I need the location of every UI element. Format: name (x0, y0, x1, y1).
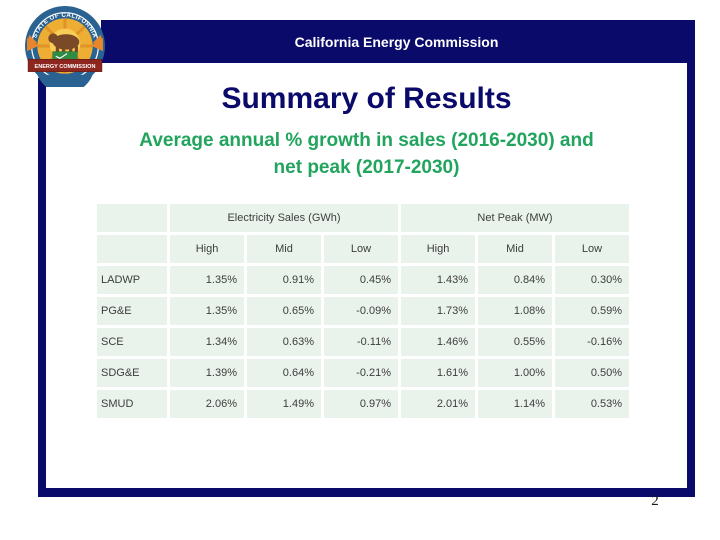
value-cell: 0.84% (478, 266, 553, 294)
row-label-cell: LADWP (97, 266, 167, 294)
value-cell: 1.14% (478, 390, 553, 418)
value-cell: 1.39% (170, 359, 244, 387)
column-header-cell: High (170, 235, 244, 263)
row-label-cell: SDG&E (97, 359, 167, 387)
table-row: SCE 1.34% 0.63% -0.11% 1.46% 0.55% -0.16% (97, 328, 630, 356)
table-row: SMUD 2.06% 1.49% 0.97% 2.01% 1.14% 0.53% (97, 390, 630, 418)
row-label-cell: SCE (97, 328, 167, 356)
value-cell: 0.64% (247, 359, 321, 387)
value-cell: 0.55% (478, 328, 553, 356)
value-cell: -0.09% (324, 297, 399, 325)
value-cell: 1.43% (401, 266, 476, 294)
value-cell: 1.61% (401, 359, 476, 387)
ribbon-banner (27, 59, 103, 72)
value-cell: 1.46% (401, 328, 476, 356)
row-label-cell: PG&E (97, 297, 167, 325)
frame-left-border (38, 78, 46, 497)
value-cell: 1.35% (170, 297, 244, 325)
subtitle-line-2: net peak (2017-2030) (273, 157, 460, 178)
column-header-cell: Mid (247, 235, 321, 263)
value-cell: -0.16% (555, 328, 630, 356)
value-cell: -0.11% (324, 328, 399, 356)
header-banner: California Energy Commission (101, 20, 692, 63)
table-corner-cell (97, 235, 167, 263)
value-cell: 1.00% (478, 359, 553, 387)
group-header-row: Electricity Sales (GWh) Net Peak (MW) (97, 204, 630, 232)
bear-icon (48, 33, 80, 53)
results-table: Electricity Sales (GWh) Net Peak (MW) High… (94, 201, 632, 421)
column-header-cell: Low (324, 235, 399, 263)
group-header-cell: Net Peak (MW) (401, 204, 630, 232)
value-cell: 1.34% (170, 328, 244, 356)
table-corner-cell (97, 204, 167, 232)
table-row: SDG&E 1.39% 0.64% -0.21% 1.61% 1.00% 0.50% (97, 359, 630, 387)
column-header-cell: High (401, 235, 476, 263)
value-cell: 0.91% (247, 266, 321, 294)
cec-seal-icon: STATE OF CALIFORNIA ENERGY COMMISSION (25, 6, 105, 94)
banner-title: California Energy Commission (294, 33, 499, 50)
frame-bottom-border (38, 488, 695, 497)
value-cell: 0.30% (555, 266, 630, 294)
value-cell: 1.73% (401, 297, 476, 325)
value-cell: 1.08% (478, 297, 553, 325)
table-row: LADWP 1.35% 0.91% 0.45% 1.43% 0.84% 0.30% (97, 266, 630, 294)
column-header-cell: Mid (478, 235, 553, 263)
value-cell: 0.59% (555, 297, 630, 325)
column-header-row: High Mid Low High Mid Low (97, 235, 630, 263)
value-cell: 0.63% (247, 328, 321, 356)
group-header-cell: Electricity Sales (GWh) (170, 204, 399, 232)
subtitle-line-1: Average annual % growth in sales (2016-2… (139, 130, 594, 151)
poppy-icons (27, 34, 103, 52)
value-cell: 2.06% (170, 390, 244, 418)
value-cell: 2.01% (401, 390, 476, 418)
row-label-cell: SMUD (97, 390, 167, 418)
cec-seal-logo: STATE OF CALIFORNIA ENERGY COMMISSION (24, 5, 106, 94)
page-title: Summary of Results (221, 82, 512, 115)
value-cell: 0.97% (324, 390, 399, 418)
seal-bottom-text: ENERGY COMMISSION (35, 64, 96, 70)
value-cell: 0.45% (324, 266, 399, 294)
frame-right-border (687, 20, 695, 497)
page-subtitle: Average annual % growth in sales (2016-2… (46, 127, 687, 181)
value-cell: 1.35% (170, 266, 244, 294)
value-cell: -0.21% (324, 359, 399, 387)
value-cell: 1.49% (247, 390, 321, 418)
results-table-body: Electricity Sales (GWh) Net Peak (MW) High… (97, 204, 630, 418)
value-cell: 0.50% (555, 359, 630, 387)
column-header-cell: Low (555, 235, 630, 263)
value-cell: 0.53% (555, 390, 630, 418)
value-cell: 0.65% (247, 297, 321, 325)
table-row: PG&E 1.35% 0.65% -0.09% 1.73% 1.08% 0.59% (97, 297, 630, 325)
page-number: 2 (651, 493, 659, 509)
